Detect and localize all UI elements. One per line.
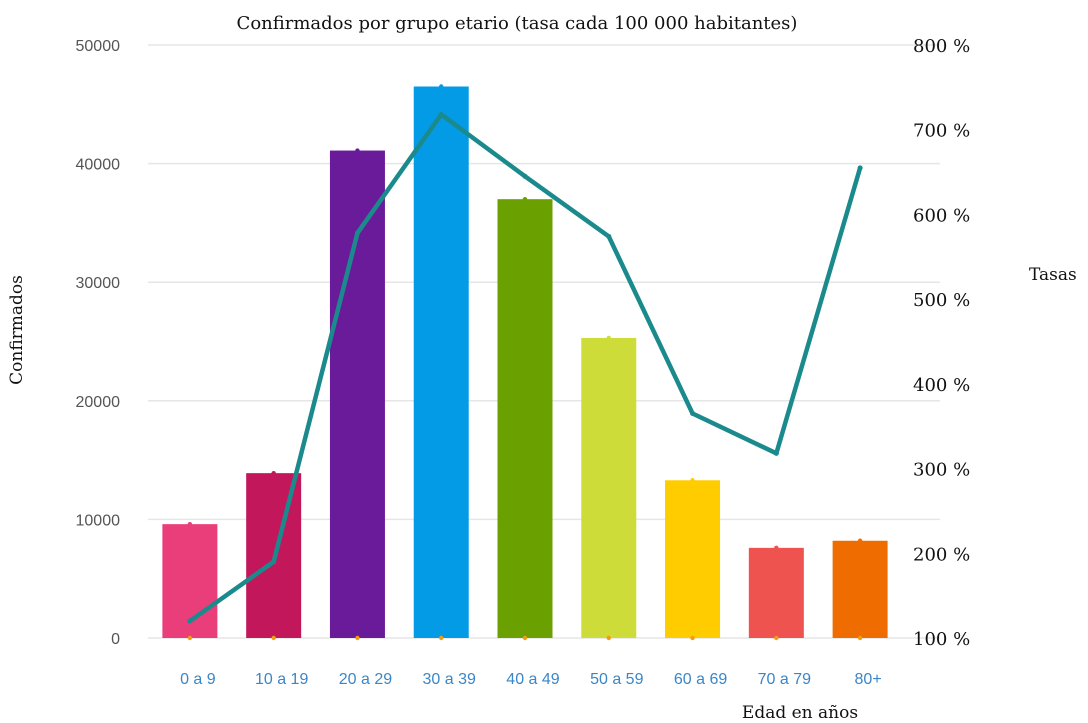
right-tick-label: 800 % [913,36,970,57]
bar-70-a-79 [748,547,804,638]
right-tick-label: 600 % [913,205,970,226]
right-tick-label: 100 % [913,629,970,650]
bar-base-marker [271,635,276,641]
rate-point [271,559,277,565]
bar-40-a-49 [497,199,553,638]
left-axis-ticks: 0 10000 20000 30000 40000 50000 [76,38,121,648]
bar-top-marker [522,196,528,202]
bar-top-marker [439,84,444,89]
bar-20-a-29 [329,150,385,638]
rate-point [187,618,193,624]
bar-base-marker [439,635,444,641]
x-axis-ticks: 0 a 9 10 a 19 20 a 29 30 a 39 40 a 49 50 a 59… [180,671,882,688]
x-tick-label: 20 a 29 [339,671,392,688]
x-tick-label: 40 a 49 [506,671,559,688]
bar-top-marker [857,538,863,543]
bar-top-marker [690,478,695,483]
bar-top-marker [355,148,360,153]
x-tick-label: 30 a 39 [423,671,476,688]
right-tick-label: 700 % [913,121,970,142]
bar-base-marker [690,635,695,641]
x-tick-label: 10 a 19 [255,671,308,688]
rate-point [857,165,863,171]
bar-80- [832,540,888,638]
right-tick-label: 400 % [913,375,970,396]
y2-axis-label: Tasas [1029,265,1077,285]
bar-50-a-59 [581,337,637,638]
y-axis-label: Confirmados [7,275,27,385]
x-tick-label: 0 a 9 [180,671,216,688]
x-tick-label: 60 a 69 [674,671,727,688]
right-axis-ticks: 100 % 200 % 300 % 400 % 500 % 600 % 700 % 800 % [913,36,970,650]
bar-30-a-39 [413,86,469,638]
left-tick-label: 10000 [76,512,121,529]
rate-point [354,230,360,236]
bar-base-marker [606,635,611,641]
x-tick-label: 80+ [855,671,882,688]
bar-base-marker [857,635,863,641]
bar-top-marker [606,335,611,341]
rate-point [522,173,528,179]
left-tick-label: 40000 [76,157,121,174]
bar-base-marker [522,635,528,641]
left-tick-label: 20000 [76,394,121,411]
right-tick-label: 300 % [913,460,970,481]
x-axis-label: Edad en años [742,703,858,723]
bar-top-marker [271,470,276,476]
left-tick-label: 50000 [76,38,121,55]
rate-point [438,111,444,117]
left-tick-label: 0 [111,631,120,648]
x-tick-label: 70 a 79 [758,671,811,688]
rate-line-series [187,111,863,624]
right-tick-label: 200 % [913,544,970,565]
bars [162,84,888,641]
x-tick-label: 50 a 59 [590,671,643,688]
rate-point [690,411,696,417]
left-tick-label: 30000 [76,275,121,292]
rate-point [773,450,779,456]
bar-top-marker [187,521,193,527]
bar-base-marker [187,635,193,641]
bar-60-a-69 [665,480,721,638]
rate-point [606,233,612,239]
right-tick-label: 500 % [913,290,970,311]
chart-title: Confirmados por grupo etario (tasa cada … [237,13,798,34]
bar-top-marker [774,545,779,551]
bar-base-marker [774,635,779,641]
bar-base-marker [355,635,360,641]
